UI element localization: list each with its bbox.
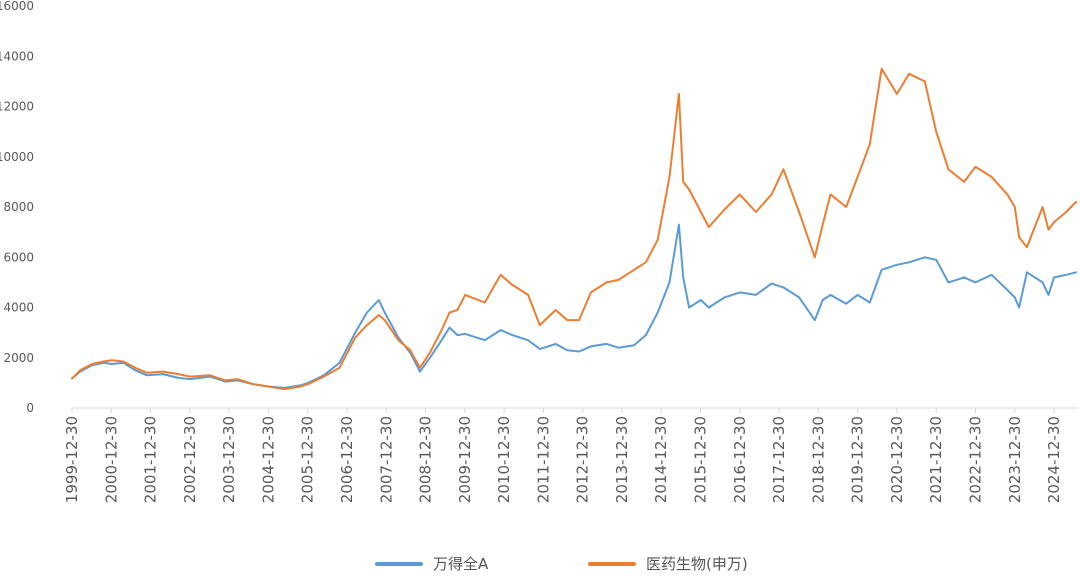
- x-tick-label: 2015-12-30: [692, 416, 710, 503]
- legend: 万得全A 医药生物(申万): [0, 553, 1080, 575]
- x-tick-label: 2009-12-30: [456, 416, 474, 503]
- x-tick-label: 2022-12-30: [966, 416, 984, 503]
- x-tick-label: 2017-12-30: [770, 416, 788, 503]
- y-tick-label: 0: [26, 401, 34, 415]
- legend-label-series-2: 医药生物(申万): [646, 555, 748, 573]
- x-tick-label: 2006-12-30: [338, 416, 356, 503]
- x-tick-label: 2007-12-30: [377, 416, 395, 503]
- x-tick-label: 2011-12-30: [534, 416, 552, 503]
- x-tick-label: 2003-12-30: [220, 416, 238, 503]
- y-axis: 0 2000 4000 6000 8000 10000 12000 14000 16000: [0, 0, 34, 415]
- series-line-2: [71, 67, 1077, 391]
- x-tick-label: 2020-12-30: [888, 416, 906, 503]
- x-tick-label: 2000-12-30: [102, 416, 120, 503]
- y-tick-label: 10000: [0, 150, 34, 164]
- y-tick-label: 16000: [0, 0, 34, 13]
- y-tick-label: 4000: [3, 301, 34, 315]
- legend-label-series-1: 万得全A: [433, 555, 489, 573]
- legend-item-series-2: 医药生物(申万): [588, 553, 748, 574]
- x-tick-label: 2001-12-30: [142, 416, 160, 503]
- series-line-1: [71, 223, 1077, 389]
- x-tick-label: 2013-12-30: [613, 416, 631, 503]
- x-tick-label: 2012-12-30: [574, 416, 592, 503]
- y-tick-label: 14000: [0, 49, 34, 63]
- y-tick-label: 12000: [0, 100, 34, 114]
- x-axis: 1999-12-30 2000-12-30 2001-12-30 2002-12-30…: [63, 407, 1078, 503]
- x-tick-label: 2024-12-30: [1045, 416, 1063, 503]
- x-tick-label: 2023-12-30: [1006, 416, 1024, 503]
- legend-swatch-series-1: [375, 561, 423, 566]
- x-tick-label: 2005-12-30: [299, 416, 317, 503]
- x-tick-label: 2004-12-30: [259, 416, 277, 503]
- x-tick-label: 2021-12-30: [927, 416, 945, 503]
- legend-swatch-series-2: [588, 561, 636, 566]
- x-tick-label: 2008-12-30: [417, 416, 435, 503]
- y-tick-label: 8000: [3, 200, 34, 214]
- x-tick-label: 2016-12-30: [731, 416, 749, 503]
- x-tick-label: 2019-12-30: [849, 416, 867, 503]
- y-tick-label: 2000: [3, 351, 34, 365]
- x-tick-label: 2002-12-30: [181, 416, 199, 503]
- x-tick-label: 2018-12-30: [809, 416, 827, 503]
- legend-item-series-1: 万得全A: [375, 553, 488, 574]
- x-tick-label: 2010-12-30: [495, 416, 513, 503]
- x-tick-label: 2014-12-30: [652, 416, 670, 503]
- y-tick-label: 6000: [3, 250, 34, 264]
- x-tick-label: 1999-12-30: [63, 416, 81, 503]
- series-lines: [71, 67, 1077, 391]
